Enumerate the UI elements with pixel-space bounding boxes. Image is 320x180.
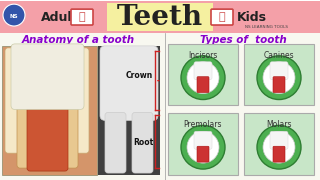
Text: Adult: Adult	[41, 11, 79, 24]
FancyBboxPatch shape	[100, 46, 158, 120]
FancyBboxPatch shape	[270, 131, 288, 149]
Circle shape	[3, 4, 25, 26]
Text: Crown: Crown	[126, 71, 153, 80]
FancyBboxPatch shape	[194, 131, 212, 149]
Text: Canines: Canines	[264, 51, 294, 60]
Circle shape	[263, 62, 295, 94]
FancyBboxPatch shape	[0, 33, 320, 180]
FancyBboxPatch shape	[11, 44, 84, 109]
FancyBboxPatch shape	[244, 113, 314, 175]
Circle shape	[257, 56, 301, 100]
FancyBboxPatch shape	[27, 76, 68, 171]
Circle shape	[181, 56, 225, 100]
Text: Teeth: Teeth	[117, 4, 203, 31]
Circle shape	[187, 62, 219, 94]
Text: Anatomy of a tooth: Anatomy of a tooth	[21, 35, 135, 45]
FancyBboxPatch shape	[17, 53, 78, 168]
FancyBboxPatch shape	[197, 77, 209, 93]
FancyBboxPatch shape	[211, 9, 233, 25]
FancyBboxPatch shape	[0, 1, 320, 33]
Text: Root: Root	[133, 138, 153, 147]
FancyBboxPatch shape	[168, 113, 238, 175]
Text: Molars: Molars	[266, 120, 292, 129]
FancyBboxPatch shape	[273, 77, 285, 93]
Text: Premolars: Premolars	[184, 120, 222, 129]
Text: ⌣: ⌣	[79, 12, 85, 22]
FancyBboxPatch shape	[5, 48, 89, 153]
FancyBboxPatch shape	[197, 146, 209, 162]
Circle shape	[181, 125, 225, 169]
FancyBboxPatch shape	[168, 44, 238, 105]
Circle shape	[257, 125, 301, 169]
FancyBboxPatch shape	[105, 112, 126, 173]
Text: NS: NS	[10, 14, 18, 19]
Text: Kids: Kids	[237, 11, 267, 24]
FancyBboxPatch shape	[273, 146, 285, 162]
Text: Types of  tooth: Types of tooth	[200, 35, 286, 45]
FancyBboxPatch shape	[98, 46, 160, 175]
Circle shape	[187, 131, 219, 163]
FancyBboxPatch shape	[2, 46, 97, 175]
FancyBboxPatch shape	[270, 62, 288, 80]
FancyBboxPatch shape	[194, 62, 212, 80]
FancyBboxPatch shape	[71, 9, 93, 25]
FancyBboxPatch shape	[107, 3, 213, 31]
Text: NS LEARNING TOOLS: NS LEARNING TOOLS	[245, 25, 288, 29]
Text: ⌣: ⌣	[219, 12, 225, 22]
FancyBboxPatch shape	[244, 44, 314, 105]
Text: Incisors: Incisors	[188, 51, 218, 60]
FancyBboxPatch shape	[132, 112, 153, 173]
Circle shape	[263, 131, 295, 163]
